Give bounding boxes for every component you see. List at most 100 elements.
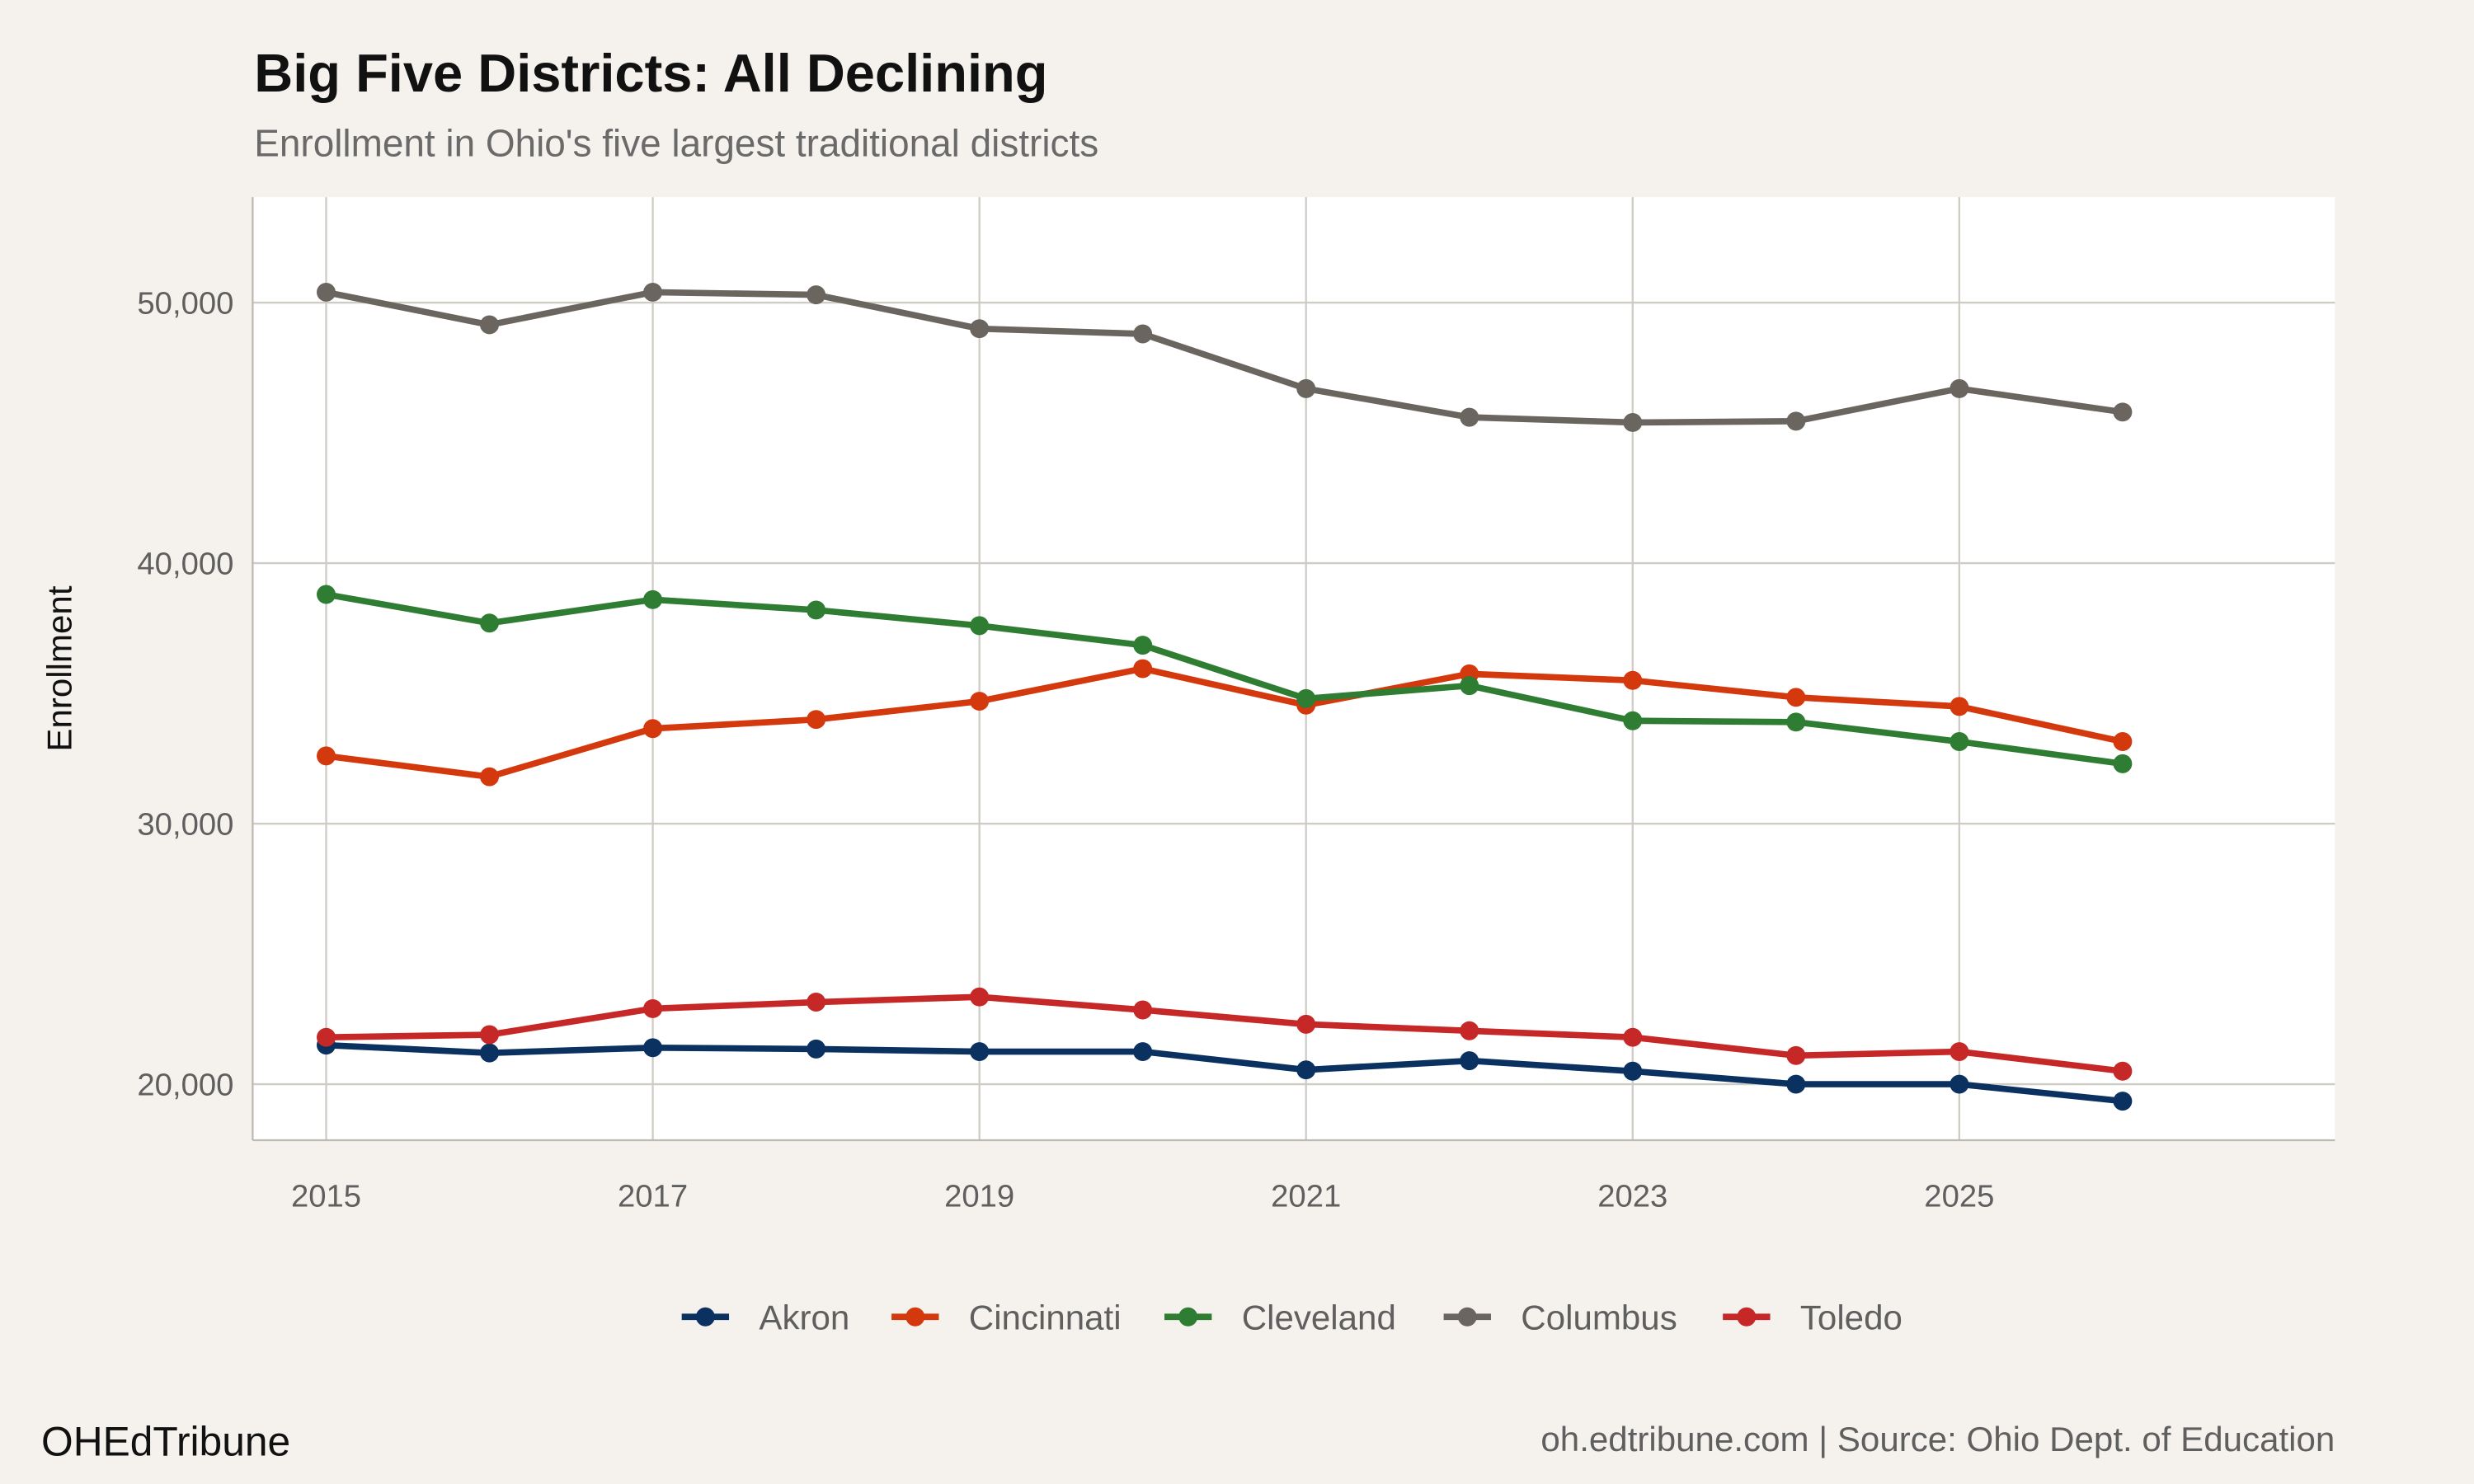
data-point (2113, 754, 2133, 773)
data-point (2113, 402, 2133, 422)
series-line (325, 591, 2124, 768)
y-tick-label: 30,000 (137, 806, 233, 842)
legend-item-cincinnati: Cincinnati (891, 1298, 1122, 1337)
data-point (317, 1027, 336, 1047)
chart-title: Big Five Districts: All Declining (254, 43, 1047, 103)
x-ticks: 2015 2017 2019 2021 2023 2025 (291, 1178, 1994, 1214)
legend-key-point (1737, 1307, 1757, 1327)
data-point (807, 993, 826, 1012)
legend-key-point (905, 1307, 925, 1327)
series-toledo (317, 987, 2133, 1081)
data-point (1133, 324, 1153, 344)
brand-label: OHEdTribune (41, 1419, 290, 1465)
series-line (325, 289, 2124, 426)
data-point (317, 746, 336, 766)
data-point (1950, 1074, 1969, 1094)
data-point (1133, 1000, 1153, 1020)
data-point (1950, 1042, 1969, 1062)
legend-item-toledo: Toledo (1723, 1298, 1903, 1337)
legend-label: Columbus (1521, 1298, 1677, 1337)
data-point (807, 600, 826, 620)
data-point (643, 998, 663, 1018)
data-point (1786, 1045, 1806, 1065)
data-point (1133, 1042, 1153, 1062)
legend-label: Toledo (1800, 1298, 1903, 1337)
data-point (1133, 659, 1153, 679)
data-point (1460, 1021, 1479, 1040)
data-point (1296, 1060, 1316, 1080)
data-point (1296, 688, 1316, 708)
x-tick-label: 2025 (1924, 1178, 1994, 1214)
data-point (970, 1042, 990, 1062)
legend-label: Cincinnati (969, 1298, 1122, 1337)
data-point (1460, 676, 1479, 696)
series-line (326, 1041, 2124, 1105)
data-point (1950, 378, 1969, 398)
data-point (2113, 732, 2133, 752)
data-point (480, 315, 500, 335)
data-point (807, 1039, 826, 1059)
legend-key-point (695, 1307, 715, 1327)
data-point (317, 585, 336, 604)
data-point (480, 1043, 500, 1063)
data-point (1786, 1074, 1806, 1094)
x-tick-label: 2023 (1597, 1178, 1667, 1214)
legend-label: Cleveland (1242, 1298, 1396, 1337)
data-point (480, 1025, 500, 1045)
data-point (643, 589, 663, 609)
data-point (2113, 1061, 2133, 1081)
data-point (807, 710, 826, 730)
data-point (1786, 712, 1806, 732)
y-tick-label: 20,000 (137, 1067, 233, 1102)
series-line (326, 993, 2124, 1075)
y-tick-label: 40,000 (137, 546, 233, 581)
series-line (326, 665, 2124, 781)
data-point (1133, 636, 1153, 655)
data-point (1623, 412, 1643, 432)
data-point (1296, 1014, 1316, 1034)
series-cincinnati (317, 659, 2133, 787)
x-tick-label: 2015 (291, 1178, 361, 1214)
x-tick-label: 2017 (618, 1178, 688, 1214)
legend-item-columbus: Columbus (1443, 1298, 1677, 1337)
data-point (970, 987, 990, 1007)
legend-key-point (1178, 1307, 1198, 1327)
data-point (807, 285, 826, 305)
data-point (1460, 407, 1479, 427)
chart-subtitle: Enrollment in Ohio's five largest tradit… (254, 121, 1098, 164)
data-point (643, 719, 663, 739)
data-point (317, 282, 336, 302)
data-point (1786, 411, 1806, 431)
data-point (1950, 697, 1969, 716)
data-point (480, 767, 500, 787)
data-point (1460, 1051, 1479, 1071)
data-point (1623, 711, 1643, 730)
data-point (643, 282, 663, 302)
data-point (1623, 1027, 1643, 1047)
data-point (970, 319, 990, 339)
plot-panel (252, 197, 2335, 1140)
data-point (1296, 378, 1316, 398)
series-cleveland (317, 585, 2133, 773)
source-caption: oh.edtribune.com | Source: Ohio Dept. of… (1540, 1420, 2335, 1458)
legend-item-cleveland: Cleveland (1164, 1298, 1396, 1337)
data-point (643, 1038, 663, 1058)
legend-key-point (1457, 1307, 1477, 1327)
series-group (317, 282, 2133, 1111)
data-point (1786, 688, 1806, 707)
y-axis-label: Enrollment (40, 585, 78, 751)
x-tick-label: 2019 (944, 1178, 1014, 1214)
y-tick-label: 50,000 (137, 285, 233, 321)
series-columbus (317, 282, 2133, 432)
data-point (1623, 1061, 1643, 1081)
data-point (1623, 670, 1643, 690)
legend: Akron Cincinnati Cleveland Columbus Toledo (681, 1298, 1903, 1337)
data-point (1950, 732, 1969, 752)
legend-item-akron: Akron (681, 1298, 849, 1337)
data-point (970, 616, 990, 636)
legend-label: Akron (759, 1298, 849, 1337)
data-point (480, 613, 500, 633)
y-ticks: 20,000 30,000 40,000 50,000 (137, 285, 233, 1102)
data-point (2113, 1092, 2133, 1111)
